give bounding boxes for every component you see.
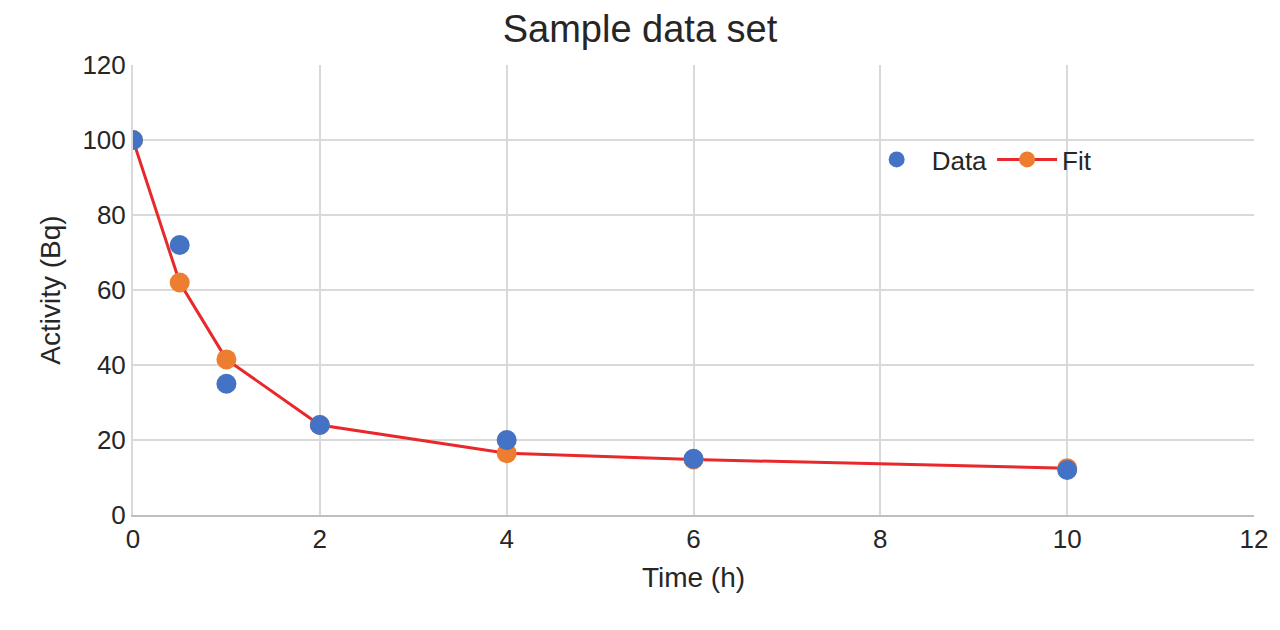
svg-text:Fit: Fit xyxy=(1062,146,1092,176)
svg-text:8: 8 xyxy=(873,524,887,554)
svg-text:40: 40 xyxy=(97,350,126,380)
svg-text:0: 0 xyxy=(126,524,140,554)
svg-text:Sample data set: Sample data set xyxy=(503,8,778,50)
svg-text:Data: Data xyxy=(932,146,987,176)
svg-text:6: 6 xyxy=(686,524,700,554)
svg-text:120: 120 xyxy=(82,50,125,80)
svg-text:80: 80 xyxy=(97,200,126,230)
svg-text:12: 12 xyxy=(1240,524,1269,554)
svg-text:20: 20 xyxy=(97,425,126,455)
svg-text:100: 100 xyxy=(82,125,125,155)
svg-text:2: 2 xyxy=(313,524,327,554)
svg-text:Activity (Bq): Activity (Bq) xyxy=(35,215,66,364)
svg-text:10: 10 xyxy=(1053,524,1082,554)
svg-text:60: 60 xyxy=(97,275,126,305)
svg-text:4: 4 xyxy=(499,524,513,554)
svg-text:Time (h): Time (h) xyxy=(642,562,745,593)
svg-text:0: 0 xyxy=(111,500,125,530)
